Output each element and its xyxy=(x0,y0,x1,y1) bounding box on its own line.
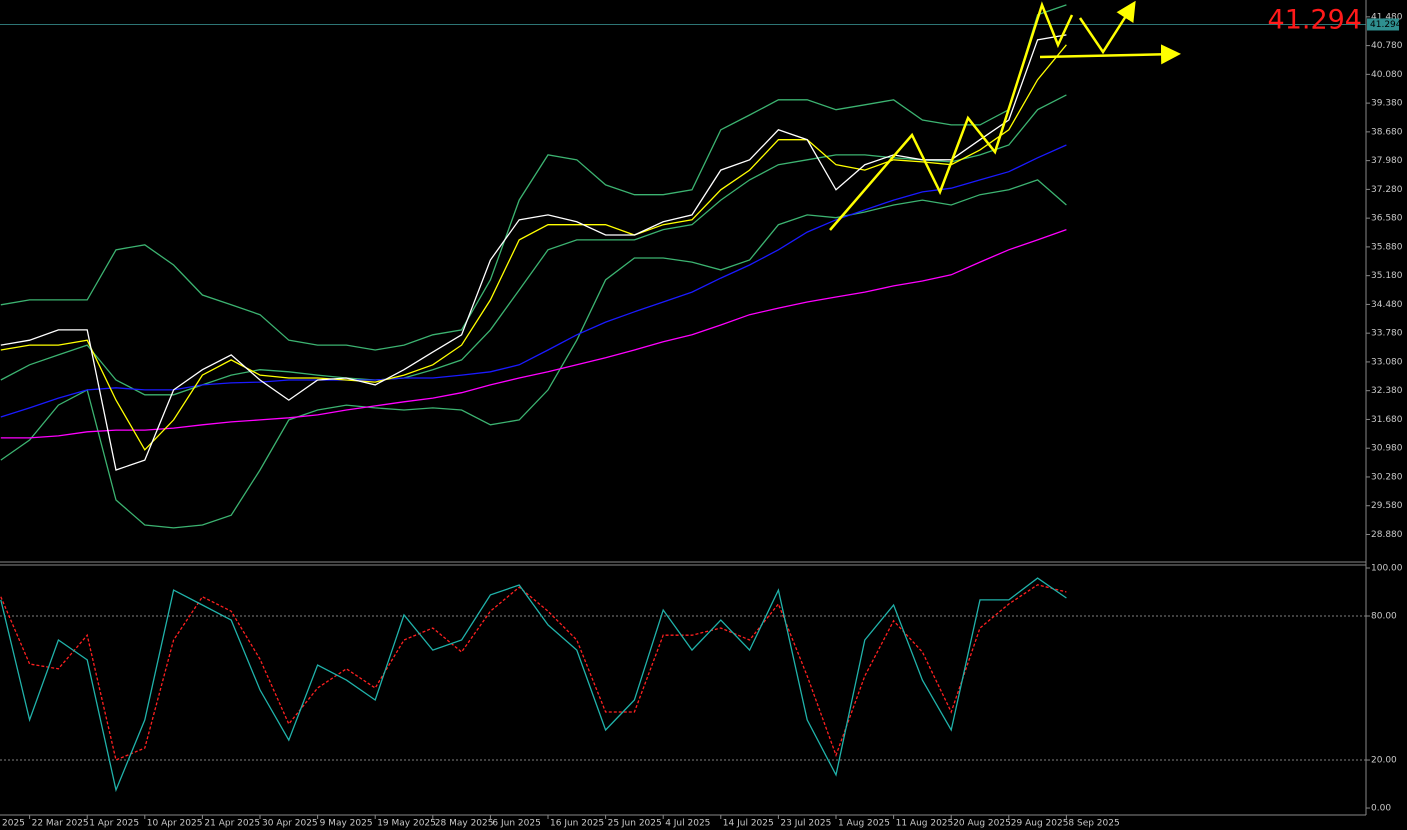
x-tick-label: 21 Apr 2025 xyxy=(204,819,260,829)
y-tick-label: 41.480 xyxy=(1371,12,1403,22)
price-panel xyxy=(0,4,1366,529)
x-tick-label: 9 May 2025 xyxy=(320,819,373,829)
x-tick-label: 11 Aug 2025 xyxy=(896,819,954,829)
y-tick-label: 37.980 xyxy=(1371,156,1403,166)
y-tick-label: 20.00 xyxy=(1371,756,1397,766)
x-tick-label: 25 Jun 2025 xyxy=(608,819,662,829)
series-line xyxy=(0,4,1067,351)
series-line xyxy=(0,228,1067,439)
x-tick-label: 2025 xyxy=(2,819,25,829)
series-line xyxy=(0,94,1067,396)
y-tick-label: 100.00 xyxy=(1371,564,1403,574)
x-tick-label: 22 Mar 2025 xyxy=(32,819,89,829)
arrow-up xyxy=(1078,0,1136,55)
y-tick-label: 32.380 xyxy=(1371,386,1403,396)
y-tick-label: 29.580 xyxy=(1371,501,1403,511)
x-tick-label: 30 Apr 2025 xyxy=(262,819,318,829)
y-tick-label: 35.880 xyxy=(1371,242,1403,252)
x-tick-label: 16 Jun 2025 xyxy=(550,819,604,829)
series-line xyxy=(0,577,1067,793)
y-tick-label: 31.680 xyxy=(1371,415,1403,425)
x-tick-label: 14 Jul 2025 xyxy=(723,819,774,829)
x-tick-label: 1 Apr 2025 xyxy=(89,819,139,829)
y-tick-label: 39.380 xyxy=(1371,99,1403,109)
y-tick-label: 30.280 xyxy=(1371,472,1403,482)
series-line xyxy=(0,144,1067,418)
series-line xyxy=(0,179,1067,529)
y-tick-label: 35.180 xyxy=(1371,271,1403,281)
series-line xyxy=(0,584,1067,761)
last-price-label: 41.294 xyxy=(1268,5,1362,36)
y-tick-label: 30.980 xyxy=(1371,444,1403,454)
y-tick-label: 33.780 xyxy=(1371,329,1403,339)
x-tick-label: 10 Apr 2025 xyxy=(147,819,203,829)
last-price-axis-label: 41.294 xyxy=(1370,20,1402,30)
y-tick-label: 40.780 xyxy=(1371,41,1403,51)
last-price-box xyxy=(1367,18,1399,31)
y-tick-label: 38.680 xyxy=(1371,127,1403,137)
y-tick-label: 28.880 xyxy=(1371,530,1403,540)
arrow-right xyxy=(1039,44,1181,65)
x-tick-label: 29 Aug 2025 xyxy=(1011,819,1069,829)
zigzag xyxy=(829,1,1074,231)
x-tick-label: 23 Jul 2025 xyxy=(780,819,831,829)
y-tick-label: 36.580 xyxy=(1371,214,1403,224)
x-tick-label: 19 May 2025 xyxy=(377,819,436,829)
x-tick-label: 20 Aug 2025 xyxy=(953,819,1011,829)
y-tick-label: 40.080 xyxy=(1371,70,1403,80)
y-tick-label: 37.280 xyxy=(1371,185,1403,195)
series-line xyxy=(0,44,1067,451)
x-tick-label: 6 Jun 2025 xyxy=(492,819,540,829)
stochastic-panel xyxy=(0,577,1366,793)
x-tick-label: 28 May 2025 xyxy=(435,819,494,829)
drawn-arrows xyxy=(829,0,1181,231)
x-tick-label: 1 Aug 2025 xyxy=(838,819,890,829)
x-tick-label: 4 Jul 2025 xyxy=(665,819,710,829)
x-tick-label: 8 Sep 2025 xyxy=(1068,819,1119,829)
y-tick-label: 33.080 xyxy=(1371,357,1403,367)
y-tick-label: 0.00 xyxy=(1371,804,1391,814)
y-tick-label: 34.480 xyxy=(1371,300,1403,310)
y-tick-label: 80.00 xyxy=(1371,612,1397,622)
series-line xyxy=(0,34,1067,471)
